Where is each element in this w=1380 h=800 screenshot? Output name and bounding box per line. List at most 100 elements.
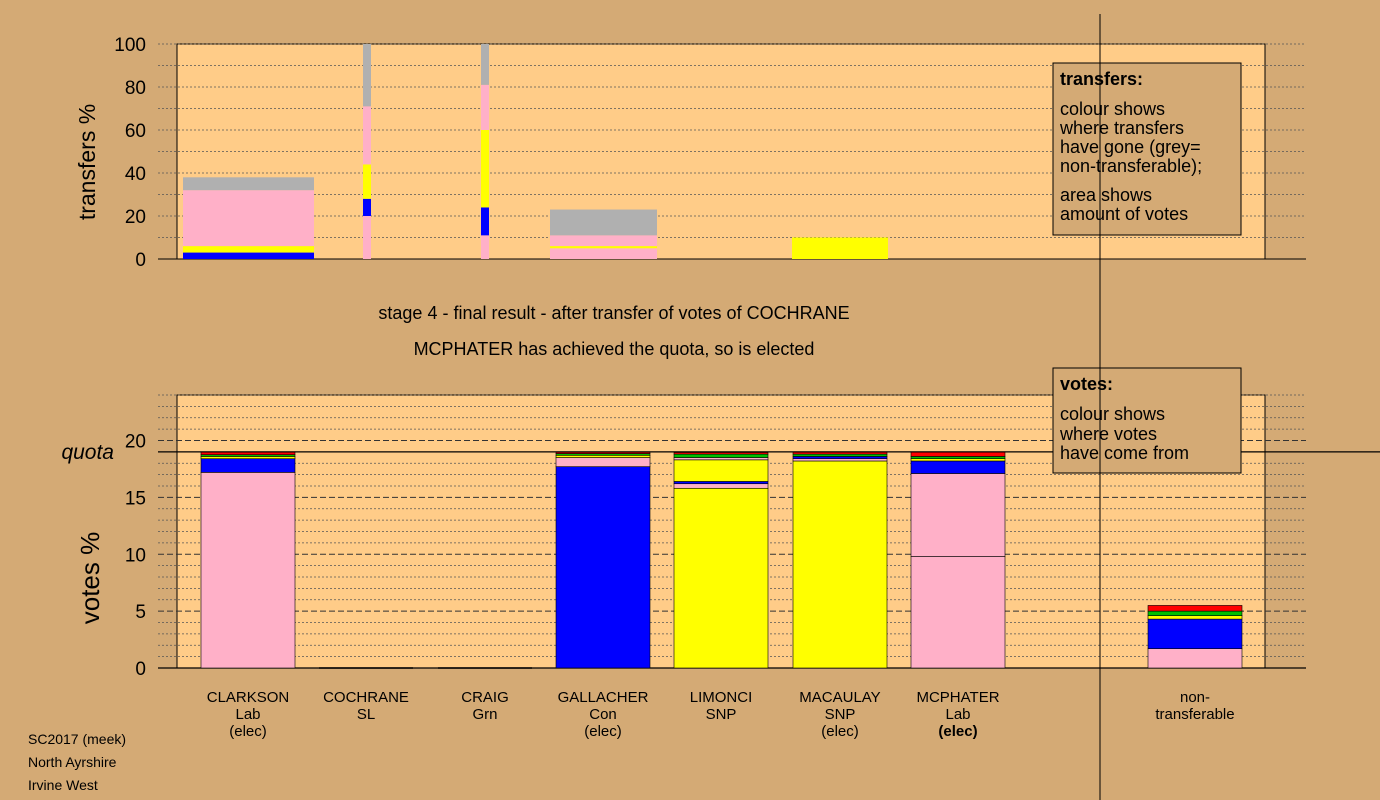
- vote-segment: [200, 472, 296, 669]
- transfer-segment: [550, 209, 657, 236]
- y-tick-label: 20: [125, 432, 146, 453]
- transfer-segment: [481, 235, 489, 259]
- x-tick-label: (elec): [229, 723, 267, 740]
- vote-segment: [673, 453, 769, 458]
- transfer-segment: [363, 44, 371, 107]
- x-tick-label: CRAIG: [461, 689, 509, 706]
- transfers-legend: transfers: colour shows where transfers …: [1052, 62, 1242, 236]
- vote-segment: [555, 466, 651, 669]
- votes-y-axis: 0 5 10 15 20: [125, 432, 146, 681]
- transfers-legend-line: have gone (grey=: [1060, 137, 1201, 157]
- transfers-legend-line: colour shows: [1060, 99, 1165, 119]
- vote-segment: [673, 481, 769, 485]
- x-tick-label: SNP: [825, 706, 856, 723]
- footer-line: Irvine West: [28, 777, 98, 793]
- vote-segment: [792, 456, 888, 459]
- y-tick-label: 10: [125, 545, 146, 566]
- x-tick-label: GALLACHER: [558, 689, 649, 706]
- vote-segment: [1147, 610, 1243, 616]
- vote-segment: [200, 458, 296, 473]
- transfers-legend-line: where transfers: [1059, 118, 1184, 138]
- vote-segment: [910, 456, 1006, 459]
- x-tick-label: transferable: [1155, 706, 1234, 723]
- transfer-segment: [481, 44, 489, 85]
- transfer-segment: [481, 130, 489, 208]
- footer-line: SC2017 (meek): [28, 731, 127, 747]
- vote-segment: [673, 483, 769, 489]
- x-tick-label: non-: [1180, 689, 1210, 706]
- vote-segment: [555, 454, 651, 458]
- y-tick-label: 60: [125, 121, 146, 142]
- x-tick-label: (elec): [584, 723, 622, 740]
- votes-x-labels: CLARKSONLab(elec)COCHRANESLCRAIGGrnGALLA…: [207, 689, 1235, 740]
- transfer-segment: [550, 248, 657, 259]
- votes-legend-line: where votes: [1059, 424, 1157, 444]
- stage-subtitle: MCPHATER has achieved the quota, so is e…: [414, 339, 815, 359]
- vote-segment: [1147, 615, 1243, 620]
- transfers-legend-line: amount of votes: [1060, 204, 1188, 224]
- transfer-segment: [481, 207, 489, 236]
- transfer-segment: [363, 106, 371, 165]
- transfers-bars: [183, 44, 888, 259]
- x-tick-label: CLARKSON: [207, 689, 290, 706]
- vote-segment: [1147, 648, 1243, 669]
- vote-segment: [910, 458, 1006, 462]
- transfer-segment: [183, 190, 314, 247]
- transfer-segment: [792, 237, 888, 259]
- vote-segment: [200, 456, 296, 459]
- vote-segment: [673, 487, 769, 669]
- footer: SC2017 (meek) North Ayrshire Irvine West: [28, 728, 126, 797]
- transfer-segment: [183, 177, 314, 191]
- vote-segment: [910, 556, 1006, 669]
- y-tick-label: 40: [125, 164, 146, 185]
- x-tick-label: SNP: [706, 706, 737, 723]
- x-tick-label: Grn: [472, 706, 497, 723]
- quota-label: quota: [61, 441, 114, 464]
- transfer-segment: [363, 216, 371, 259]
- x-tick-label: LIMONCI: [690, 689, 753, 706]
- vote-segment: [1147, 618, 1243, 649]
- x-tick-label: Lab: [945, 706, 970, 723]
- x-tick-label: MCPHATER: [916, 689, 999, 706]
- vote-segment: [555, 457, 651, 467]
- vote-segment: [792, 460, 888, 669]
- y-tick-label: 5: [135, 602, 146, 623]
- votes-legend-line: colour shows: [1060, 404, 1165, 424]
- transfers-y-label: transfers %: [74, 104, 100, 220]
- footer-line: North Ayrshire: [28, 754, 117, 770]
- x-tick-label: Con: [589, 706, 617, 723]
- x-tick-label: MACAULAY: [799, 689, 880, 706]
- transfers-y-axis: 0 20 40 60 80 100: [114, 35, 146, 271]
- stage-title: stage 4 - final result - after transfer …: [378, 303, 849, 323]
- x-tick-label: (elec): [938, 723, 977, 740]
- transfer-segment: [183, 246, 314, 253]
- transfers-legend-title: transfers:: [1060, 69, 1143, 89]
- vote-segment: [792, 453, 888, 457]
- transfers-panel: 0 20 40 60 80 100 transfers % transfers: colo…: [74, 35, 1306, 271]
- vote-segment: [673, 452, 769, 455]
- transfer-segment: [550, 235, 657, 247]
- vote-segment: [792, 458, 888, 462]
- votes-bars: [200, 451, 1243, 669]
- y-tick-label: 0: [135, 659, 146, 680]
- transfer-segment: [363, 198, 371, 216]
- x-tick-label: Lab: [235, 706, 260, 723]
- transfers-legend-line: non-transferable);: [1060, 156, 1202, 176]
- x-tick-label: COCHRANE: [323, 689, 409, 706]
- vote-segment: [673, 457, 769, 461]
- transfer-segment: [363, 164, 371, 199]
- y-tick-label: 15: [125, 488, 146, 509]
- transfer-segment: [550, 246, 657, 249]
- y-tick-label: 100: [114, 35, 146, 56]
- votes-y-label: votes %: [75, 532, 105, 625]
- y-tick-label: 20: [125, 207, 146, 228]
- vote-segment: [910, 451, 1006, 457]
- vote-segment: [673, 459, 769, 482]
- votes-legend: votes: colour shows where votes have com…: [1052, 367, 1242, 474]
- y-tick-label: 0: [135, 250, 146, 271]
- y-tick-label: 80: [125, 78, 146, 99]
- vote-segment: [1147, 605, 1243, 612]
- transfers-legend-line: area shows: [1060, 185, 1152, 205]
- vote-segment: [910, 460, 1006, 474]
